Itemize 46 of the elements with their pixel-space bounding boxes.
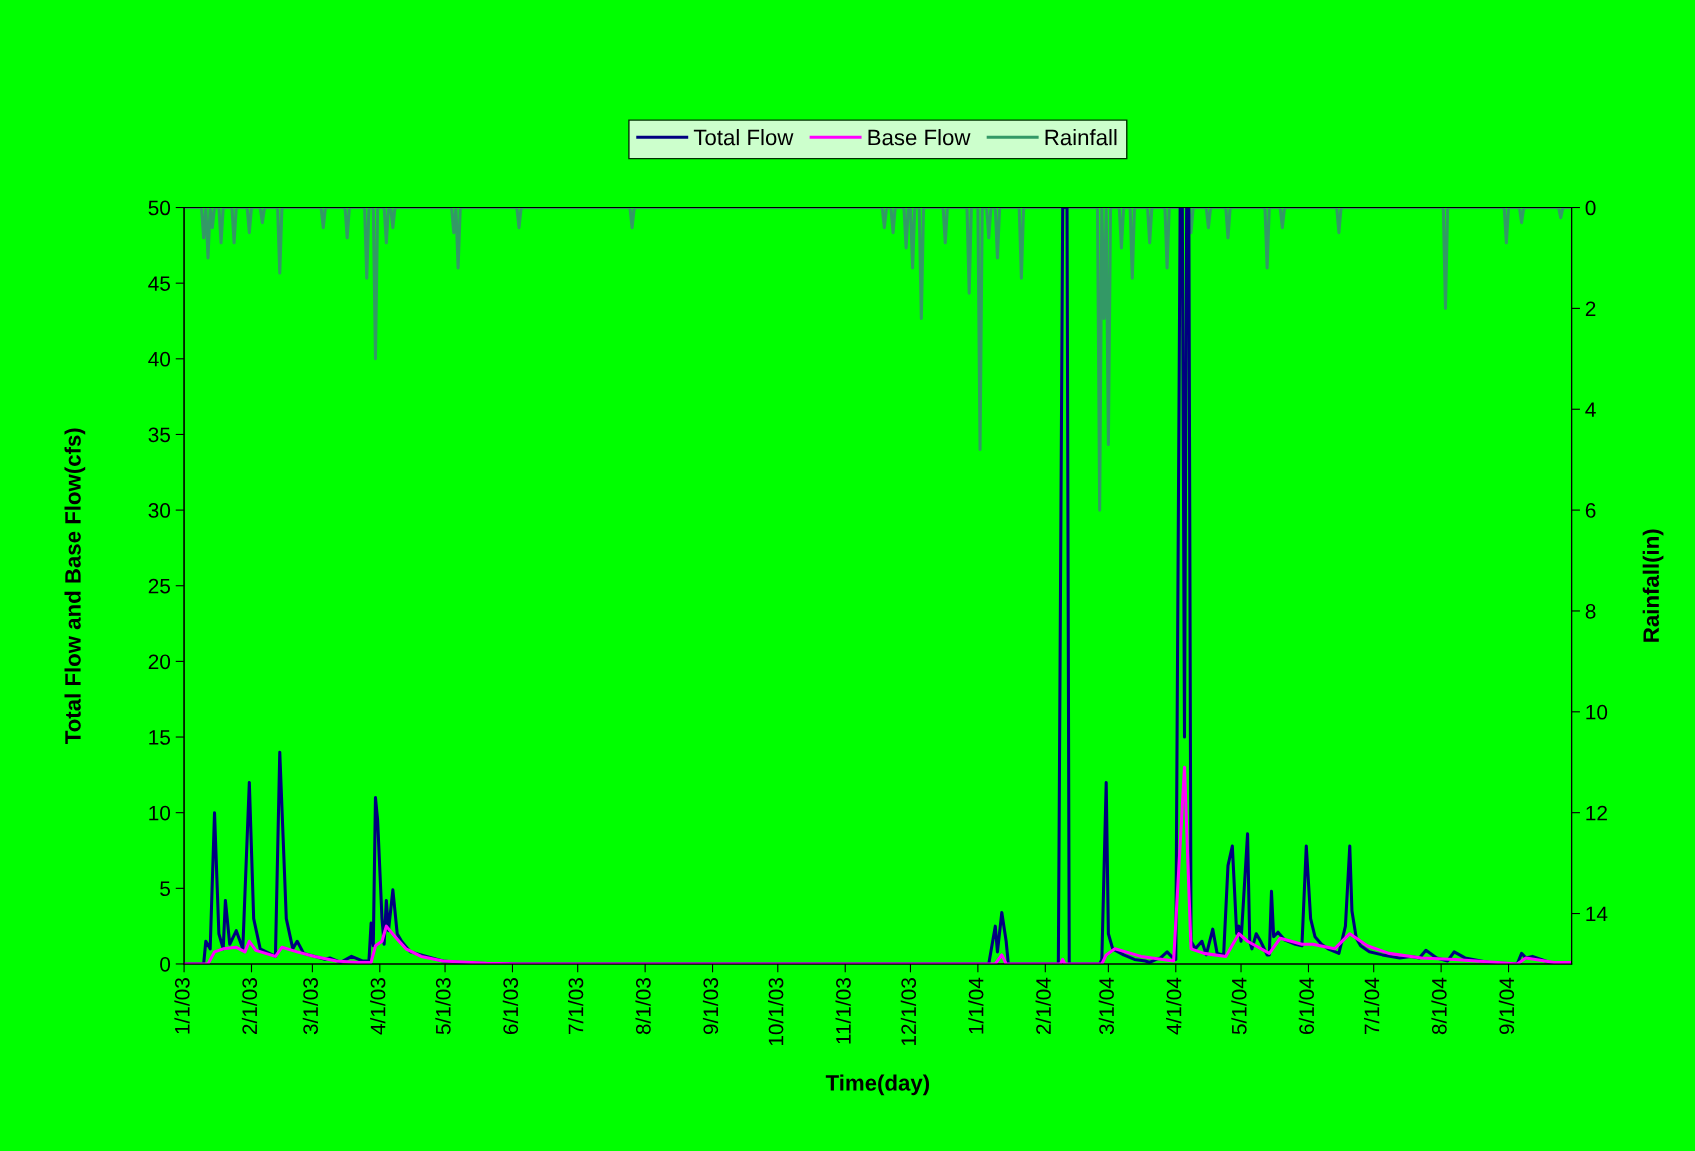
x-tick-label: 10/1/03 <box>768 978 784 1046</box>
legend-label: Base Flow <box>868 128 971 146</box>
x-tick-label: 2/1/04 <box>1035 977 1051 1035</box>
legend-label: Total Flow <box>693 128 794 146</box>
y-tick-label: 20 <box>148 654 171 670</box>
y-tick-label: 40 <box>148 351 171 367</box>
y2-axis-title: Rainfall(in) <box>1642 529 1664 642</box>
y-tick-label: 35 <box>148 427 171 443</box>
x-tick-label: 3/1/03 <box>302 978 318 1035</box>
x-tick-label: 8/1/03 <box>635 978 651 1035</box>
x-tick-label: 3/1/04 <box>1098 977 1114 1035</box>
y-tick-label: 25 <box>148 578 171 594</box>
y-tick-label: 0 <box>160 956 171 972</box>
x-tick-label: 6/1/03 <box>502 978 519 1035</box>
x-tick-label: 11/1/03 <box>835 978 851 1044</box>
y2-tick-label: 12 <box>1586 805 1607 821</box>
x-tick-label: 4/1/04 <box>1166 977 1182 1035</box>
y-tick-label: 5 <box>160 881 171 897</box>
x-tick-label: 1/1/03 <box>174 978 190 1034</box>
x-tick-label: 4/1/03 <box>370 978 386 1035</box>
x-tick-label: 9/1/03 <box>702 978 719 1035</box>
x-tick-label: 7/1/03 <box>568 978 584 1035</box>
y-tick-label: 15 <box>149 730 171 745</box>
x-tick-label: 5/1/03 <box>435 978 451 1035</box>
y2-tick-label: 10 <box>1586 704 1608 720</box>
y-tick-label: 45 <box>148 276 171 291</box>
x-tick-label: 1/1/04 <box>968 977 984 1034</box>
y2-tick-label: 8 <box>1585 603 1596 619</box>
x-tick-label: 7/1/04 <box>1363 977 1380 1035</box>
legend-label: Rainfall <box>1045 128 1117 146</box>
y-tick-label: 30 <box>148 503 171 518</box>
x-tick-label: 6/1/04 <box>1298 977 1315 1035</box>
y-axis-title: Total Flow and Base Flow(cfs) <box>64 428 86 744</box>
y2-tick-label: 4 <box>1585 402 1596 417</box>
x-tick-label: 9/1/04 <box>1498 977 1515 1035</box>
y2-tick-label: 14 <box>1586 906 1608 922</box>
y2-tick-label: 6 <box>1585 503 1596 518</box>
x-tick-label: 12/1/03 <box>900 978 917 1046</box>
x-tick-label: 8/1/04 <box>1431 977 1447 1035</box>
y-tick-label: 50 <box>148 200 171 216</box>
x-tick-label: 2/1/03 <box>241 978 258 1035</box>
x-tick-label: 5/1/04 <box>1231 977 1247 1035</box>
x-axis-title: Time(day) <box>825 1074 930 1096</box>
y-tick-label: 10 <box>149 805 171 821</box>
y2-tick-label: 2 <box>1585 301 1596 316</box>
y2-tick-label: 0 <box>1585 200 1596 216</box>
